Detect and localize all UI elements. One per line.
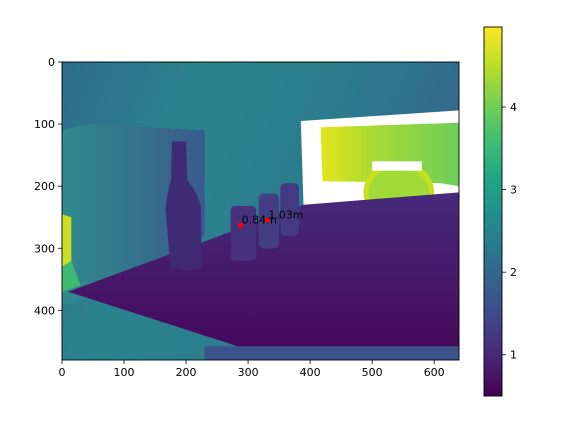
- x-tick-label: 0: [59, 366, 66, 379]
- x-axis: 0 100 200 300 400 500 600: [59, 360, 445, 379]
- x-tick-label: 500: [362, 366, 383, 379]
- colorbar-gradient: [483, 26, 503, 397]
- depth-image: [62, 62, 459, 360]
- colorbar-tick-label: 3: [510, 184, 517, 197]
- x-tick-label: 200: [176, 366, 197, 379]
- x-tick-label: 400: [300, 366, 321, 379]
- colorbar: 1 2 3 4: [483, 26, 517, 397]
- colorbar-tick-label: 4: [510, 101, 517, 114]
- window-gap: [372, 161, 422, 171]
- y-axis: 0 100 200 300 400: [34, 56, 62, 317]
- y-tick-label: 300: [34, 242, 55, 255]
- left-bright-region: [62, 214, 72, 274]
- left-wall-region: [62, 124, 205, 305]
- window-region: [320, 122, 459, 187]
- x-tick-label: 600: [424, 366, 445, 379]
- colorbar-tick-label: 1: [510, 349, 517, 362]
- x-tick-label: 300: [238, 366, 259, 379]
- table-region: [68, 192, 459, 348]
- y-tick-label: 100: [34, 118, 55, 131]
- y-tick-label: 0: [48, 56, 55, 69]
- y-tick-label: 200: [34, 180, 55, 193]
- plot-frame: [61, 61, 460, 361]
- colorbar-ticks: 1 2 3 4: [502, 101, 517, 362]
- depth-label: 1.03m: [268, 208, 303, 221]
- depth-marker: [264, 217, 270, 223]
- colorbar-tick-label: 2: [510, 266, 517, 279]
- left-green-region: [62, 260, 81, 292]
- bottle-region: [165, 141, 202, 270]
- depth-label: 0.84m: [242, 213, 277, 226]
- y-tick-label: 400: [34, 304, 55, 317]
- x-tick-label: 100: [114, 366, 135, 379]
- cup-region-1: [230, 206, 257, 261]
- cup-region-3: [280, 183, 299, 236]
- floor-region: [204, 346, 459, 360]
- depth-marker: [238, 222, 244, 228]
